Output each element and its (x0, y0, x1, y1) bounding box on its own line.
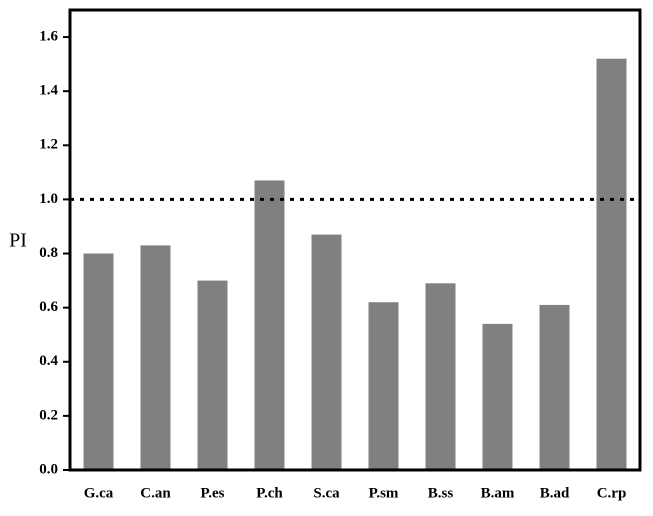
bar (140, 245, 171, 470)
bar (83, 253, 114, 470)
y-tick-label: 0.4 (39, 353, 58, 369)
bar (425, 283, 456, 470)
bar (482, 323, 513, 470)
y-tick-label: 1.0 (39, 191, 58, 207)
x-tick-label: P.ch (256, 485, 283, 501)
x-tick-label: P.sm (369, 485, 399, 501)
x-tick-label: B.ad (540, 485, 570, 501)
x-tick-label: B.ss (428, 485, 454, 501)
y-tick-label: 0.2 (39, 407, 58, 423)
x-tick-label: B.am (481, 485, 515, 501)
bar (197, 280, 228, 470)
y-tick-label: 0.8 (39, 245, 58, 261)
x-tick-label: C.an (140, 485, 171, 501)
y-axis-label: PI (9, 230, 27, 252)
bar (596, 58, 627, 471)
bar (311, 234, 342, 470)
x-tick-label: S.ca (313, 485, 340, 501)
x-tick-label: C.rp (597, 485, 627, 501)
y-tick-label: 1.6 (39, 28, 58, 44)
y-tick-label: 1.2 (39, 137, 58, 153)
x-tick-label: P.es (200, 485, 224, 501)
bar (539, 304, 570, 470)
y-tick-label: 0.6 (39, 299, 58, 315)
bar (254, 180, 285, 470)
y-tick-label: 1.4 (39, 83, 58, 99)
bar (368, 302, 399, 470)
x-tick-label: G.ca (84, 485, 114, 501)
plot-frame (68, 8, 642, 472)
y-tick-label: 0.0 (39, 461, 58, 477)
